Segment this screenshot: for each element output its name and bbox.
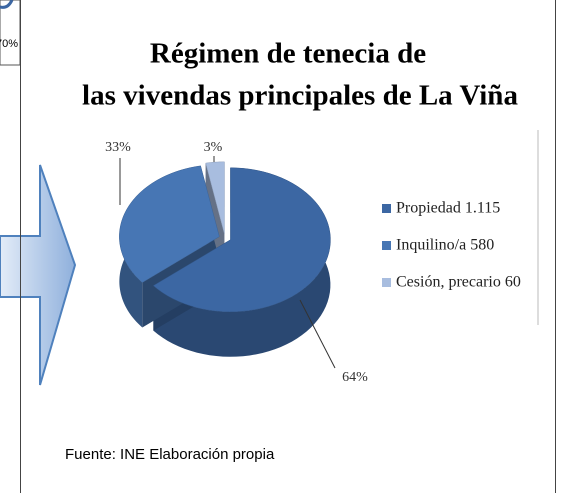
legend-swatch	[382, 278, 391, 287]
chart-title: las vivendas principales de La Viña	[82, 80, 518, 112]
fragment-label: 70%	[0, 38, 18, 50]
legend-label: Inquilino/a 580	[396, 237, 494, 254]
legend-label: Cesión, precario 60	[396, 274, 521, 291]
slice	[119, 165, 220, 283]
chart-frame	[20, 0, 556, 493]
data-label: 64%	[342, 370, 368, 385]
legend-swatch	[382, 241, 391, 250]
legend-swatch	[382, 204, 391, 213]
slice	[152, 167, 331, 313]
leader-line	[299, 299, 336, 369]
fragment-shape	[0, 0, 14, 9]
slice	[205, 161, 225, 234]
data-label: 33%	[105, 140, 131, 155]
source-note: Fuente: INE Elaboración propia	[65, 446, 275, 463]
legend-label: Propiedad 1.115	[396, 200, 500, 217]
chart-title: Régimen de tenecia de	[150, 38, 426, 70]
pie: 64% 33% 3%	[105, 140, 368, 385]
fragment-box	[0, 0, 21, 66]
data-label: 3%	[204, 140, 223, 155]
arrow	[0, 164, 77, 386]
